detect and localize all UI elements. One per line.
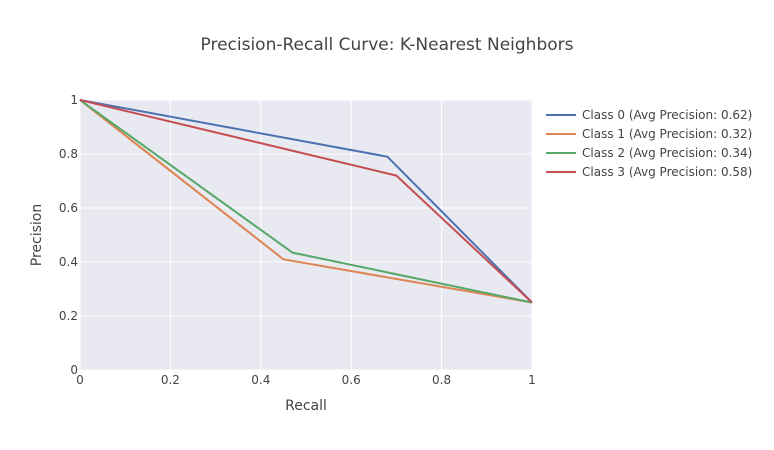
legend-item-class-1[interactable]: Class 1 (Avg Precision: 0.32) (546, 127, 752, 141)
legend-item-class-3[interactable]: Class 3 (Avg Precision: 0.58) (546, 165, 752, 179)
y-tick-label: 0.4 (59, 255, 78, 269)
y-tick-label: 0.2 (59, 309, 78, 323)
x-axis-ticks: 0 0.2 0.4 0.6 0.8 1 (76, 373, 536, 387)
chart-title: Precision-Recall Curve: K-Nearest Neighb… (201, 35, 574, 55)
x-tick-label: 1 (528, 373, 536, 387)
y-tick-label: 0 (70, 363, 78, 377)
legend-label: Class 3 (Avg Precision: 0.58) (582, 165, 752, 179)
y-tick-label: 0.6 (59, 201, 78, 215)
plot-area (80, 100, 532, 370)
x-tick-label: 0.6 (342, 373, 361, 387)
x-tick-label: 0 (76, 373, 84, 387)
x-tick-label: 0.4 (251, 373, 270, 387)
legend-label: Class 1 (Avg Precision: 0.32) (582, 127, 752, 141)
x-tick-label: 0.8 (432, 373, 451, 387)
y-tick-label: 0.8 (59, 147, 78, 161)
legend-label: Class 0 (Avg Precision: 0.62) (582, 108, 752, 122)
legend[interactable]: Class 0 (Avg Precision: 0.62) Class 1 (Av… (546, 108, 752, 179)
y-axis-ticks: 0 0.2 0.4 0.6 0.8 1 (59, 93, 78, 377)
legend-item-class-2[interactable]: Class 2 (Avg Precision: 0.34) (546, 146, 752, 160)
x-axis-title: Recall (285, 398, 327, 414)
series-line-class-0 (79, 99, 533, 304)
x-tick-label: 0.2 (161, 373, 180, 387)
series-line-class-1 (79, 99, 533, 304)
legend-item-class-0[interactable]: Class 0 (Avg Precision: 0.62) (546, 108, 752, 122)
series-line-class-3 (79, 99, 533, 304)
y-axis-title: Precision (29, 204, 45, 266)
y-tick-label: 1 (70, 93, 78, 107)
series-line-class-2 (79, 99, 533, 304)
legend-label: Class 2 (Avg Precision: 0.34) (582, 146, 752, 160)
series-lines (79, 99, 533, 304)
